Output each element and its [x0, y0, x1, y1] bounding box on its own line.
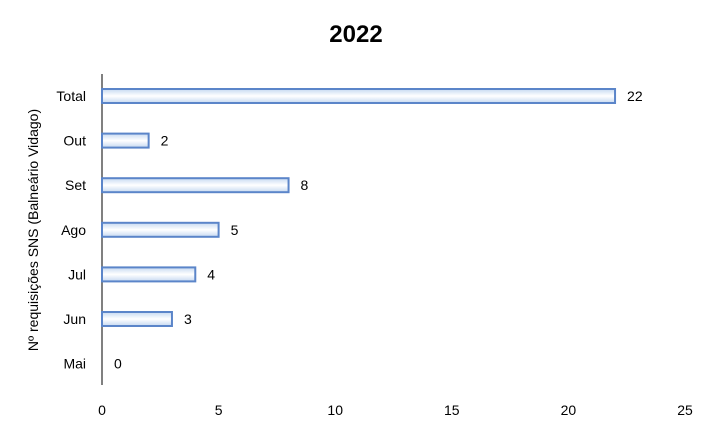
category-label-mai: Mai: [63, 356, 86, 372]
x-tick-label-15: 15: [444, 402, 460, 418]
bar-jul: [101, 266, 197, 283]
data-label-mai: 0: [114, 356, 122, 372]
x-tick-label-0: 0: [98, 402, 106, 418]
data-label-out: 2: [161, 133, 169, 149]
category-label-set: Set: [65, 177, 86, 193]
data-label-total: 22: [627, 88, 643, 104]
bar-out: [101, 132, 150, 149]
chart-title: 2022: [329, 21, 382, 48]
x-tick-label-10: 10: [327, 402, 343, 418]
data-label-jun: 3: [184, 311, 192, 327]
bar-ago: [101, 221, 220, 238]
x-tick-label-20: 20: [561, 402, 577, 418]
bar-jun: [101, 311, 173, 327]
x-tick-label-25: 25: [677, 402, 693, 418]
category-label-total: Total: [56, 88, 86, 104]
category-label-ago: Ago: [61, 222, 86, 238]
chart-marks: Total 22 Out 2 Set 8 Ago 5 Jul 4 Jun 3 Mai 0 0 5 10 15 20 2…: [56, 88, 693, 418]
data-label-ago: 5: [231, 222, 239, 238]
y-axis-label: Nº requisições SNS (Balneário Vidago): [25, 109, 41, 351]
data-label-jul: 4: [207, 266, 215, 282]
bar-total: [101, 88, 617, 104]
bar-set: [101, 177, 290, 194]
category-label-jul: Jul: [68, 266, 86, 282]
category-label-out: Out: [63, 133, 86, 149]
data-label-set: 8: [301, 177, 309, 193]
x-tick-label-5: 5: [215, 402, 223, 418]
category-label-jun: Jun: [63, 311, 86, 327]
